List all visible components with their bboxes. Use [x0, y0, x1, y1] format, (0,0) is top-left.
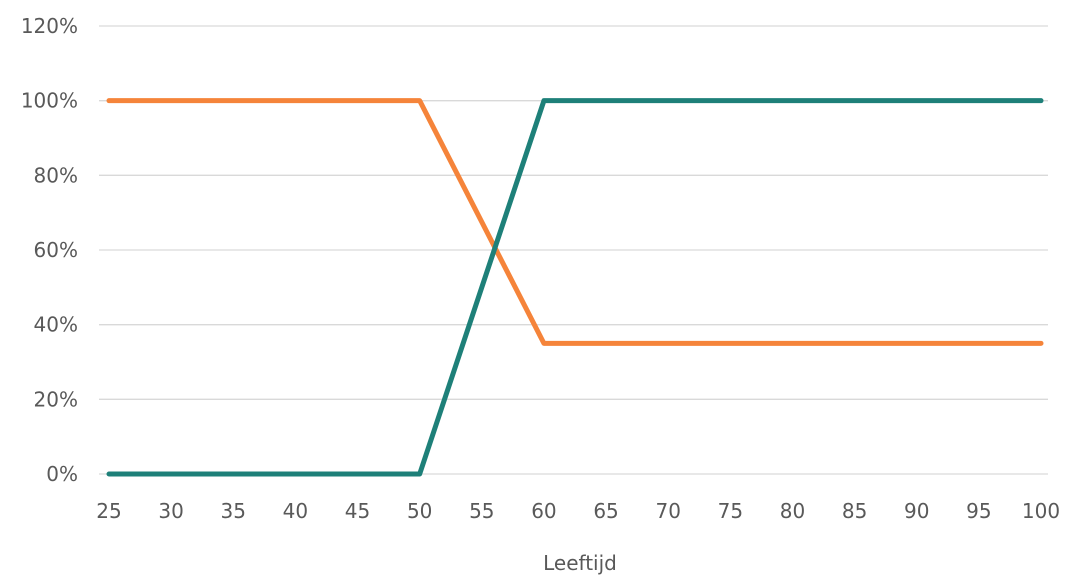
x-tick-label: 40 [283, 499, 308, 523]
y-tick-label: 20% [34, 387, 78, 411]
x-tick-label: 85 [842, 499, 867, 523]
x-tick-label: 75 [718, 499, 743, 523]
x-tick-label: 95 [966, 499, 991, 523]
x-tick-label: 55 [469, 499, 494, 523]
x-tick-label: 80 [780, 499, 805, 523]
y-axis-tick-labels: 0% 20% 40% 60% 80% 100% 120% [21, 14, 78, 486]
x-tick-label: 30 [158, 499, 183, 523]
x-tick-label: 65 [593, 499, 618, 523]
series-lines [106, 98, 1044, 477]
y-tick-label: 120% [21, 14, 78, 38]
x-tick-label: 45 [345, 499, 370, 523]
y-tick-label: 40% [34, 313, 78, 337]
x-tick-label: 70 [655, 499, 680, 523]
x-tick-label: 100 [1022, 499, 1060, 523]
y-tick-label: 100% [21, 89, 78, 113]
x-tick-label: 25 [96, 499, 121, 523]
x-axis-title: Leeftijd [543, 551, 617, 575]
series-line-1 [106, 98, 1044, 346]
x-tick-label: 50 [407, 499, 432, 523]
x-tick-label: 35 [221, 499, 246, 523]
x-axis-tick-labels: 25 30 35 40 45 50 55 60 65 70 75 80 85 90 95 100 [96, 499, 1060, 523]
y-tick-label: 80% [34, 163, 78, 187]
y-tick-label: 60% [34, 238, 78, 262]
x-tick-label: 90 [904, 499, 929, 523]
x-tick-label: 60 [531, 499, 556, 523]
y-tick-label: 0% [46, 462, 78, 486]
series-line-2 [106, 98, 1044, 477]
gridlines [99, 25, 1048, 475]
